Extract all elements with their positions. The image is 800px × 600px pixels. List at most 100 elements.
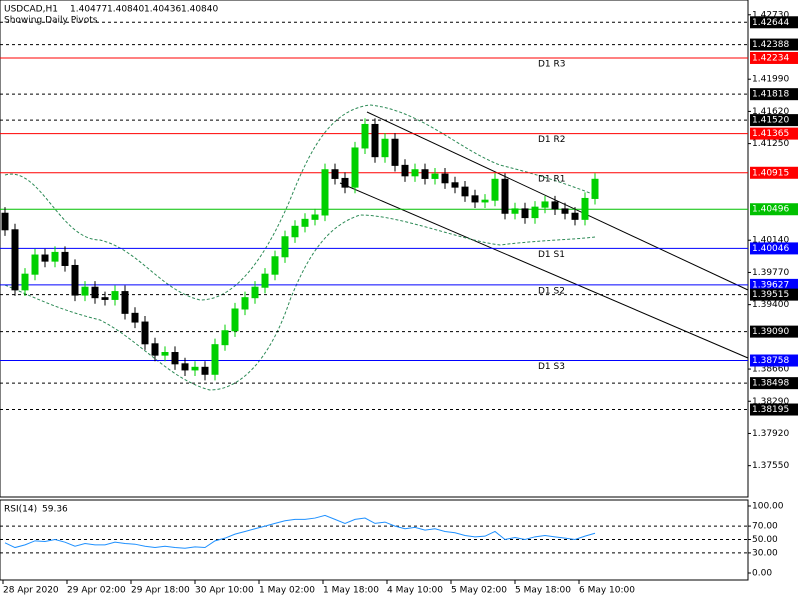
rsi-name: RSI(14) bbox=[4, 505, 37, 515]
price-label: 1.42644 bbox=[752, 18, 789, 28]
y-tick-label: 1.39770 bbox=[752, 268, 789, 278]
price-label-box bbox=[750, 377, 798, 390]
candle-body bbox=[61, 251, 69, 266]
candle-body bbox=[571, 212, 579, 220]
rsi-tick-label: 70.00 bbox=[752, 522, 778, 532]
price-label-box bbox=[750, 51, 798, 64]
candle-body bbox=[471, 195, 479, 203]
price-label-box bbox=[750, 242, 798, 255]
subtitle: Showing Daily Pivots bbox=[4, 16, 98, 26]
price-label: 1.42234 bbox=[752, 53, 789, 63]
price-label: 1.41818 bbox=[752, 90, 789, 100]
x-tick-label: 4 May 10:00 bbox=[387, 586, 443, 596]
price-label-box bbox=[750, 288, 798, 301]
rsi-tick-label: 100.00 bbox=[752, 502, 784, 512]
rsi-line bbox=[4, 514, 596, 549]
price-label: 1.39515 bbox=[752, 290, 789, 300]
candle-body bbox=[361, 123, 369, 149]
y-tick-label: 1.37550 bbox=[752, 461, 789, 471]
x-tick-label: 5 May 18:00 bbox=[515, 586, 571, 596]
rsi-tick-label: 0.00 bbox=[752, 569, 772, 579]
candle-body bbox=[241, 297, 249, 310]
candle-body bbox=[121, 291, 129, 314]
y-tick-label: 1.39400 bbox=[752, 300, 789, 310]
candle-body bbox=[411, 169, 419, 177]
candle-body bbox=[381, 138, 389, 158]
candle-body bbox=[331, 169, 339, 179]
candle-body bbox=[591, 178, 599, 199]
y-tick-label: 1.38290 bbox=[752, 397, 789, 407]
rsi-last: 59.36 bbox=[42, 505, 68, 515]
pivot-name: D1 R3 bbox=[538, 59, 566, 69]
candle-body bbox=[441, 173, 449, 184]
candle-body bbox=[101, 297, 109, 300]
y-tick-label: 1.41620 bbox=[752, 107, 789, 117]
candle-body bbox=[561, 208, 569, 214]
candle-body bbox=[181, 363, 189, 371]
candle-body bbox=[141, 321, 149, 345]
candle-body bbox=[161, 352, 169, 356]
price-label: 1.38498 bbox=[752, 379, 789, 389]
candle-body bbox=[551, 201, 559, 210]
candle-body bbox=[111, 291, 119, 300]
bollinger-band bbox=[4, 214, 596, 391]
x-tick-label: 29 Apr 02:00 bbox=[67, 586, 126, 596]
candle-body bbox=[531, 206, 539, 219]
price-label: 1.40496 bbox=[752, 205, 789, 215]
pivot-name: D1 R1 bbox=[538, 174, 566, 184]
candle-body bbox=[71, 264, 79, 296]
pivot-name: D1 S2 bbox=[538, 286, 565, 296]
price-label-box bbox=[750, 38, 798, 51]
candle-body bbox=[191, 366, 199, 371]
price-label-box bbox=[750, 16, 798, 29]
candle-body bbox=[511, 208, 519, 214]
price-label-box bbox=[750, 325, 798, 338]
candle-body bbox=[541, 201, 549, 208]
x-tick-label: 5 May 02:00 bbox=[451, 586, 507, 596]
candle-body bbox=[431, 173, 439, 179]
rsi-tick-label: 30.00 bbox=[752, 548, 778, 558]
candle-body bbox=[371, 123, 379, 158]
price-label: 1.42388 bbox=[752, 40, 789, 50]
candle-body bbox=[451, 182, 459, 188]
candle-body bbox=[211, 344, 219, 375]
candle-body bbox=[421, 169, 429, 179]
candle-body bbox=[281, 236, 289, 258]
x-tick-label: 1 May 18:00 bbox=[323, 586, 379, 596]
candle-body bbox=[491, 178, 499, 201]
price-label-box bbox=[750, 403, 798, 416]
pivot-name: D1 S3 bbox=[538, 362, 565, 372]
price-label-box bbox=[750, 278, 798, 291]
candle-body bbox=[41, 254, 49, 262]
pivot-name: D1 S1 bbox=[538, 250, 565, 260]
candle-body bbox=[1, 212, 9, 231]
y-tick-label: 1.41250 bbox=[752, 139, 789, 149]
channel-line bbox=[339, 182, 749, 359]
x-tick-label: 30 Apr 10:00 bbox=[195, 586, 254, 596]
x-tick-label: 6 May 10:00 bbox=[579, 586, 635, 596]
price-label: 1.39627 bbox=[752, 280, 789, 290]
pivot-name: D1 R2 bbox=[538, 135, 566, 145]
candle-body bbox=[311, 214, 319, 220]
price-label: 1.39090 bbox=[752, 327, 789, 337]
candle-body bbox=[341, 177, 349, 188]
candle-body bbox=[391, 138, 399, 166]
ohlc-high: 1.40840 bbox=[107, 5, 144, 15]
y-tick-label: 1.41990 bbox=[752, 75, 789, 85]
candle-body bbox=[221, 330, 229, 346]
candle-body bbox=[91, 286, 99, 299]
candle-body bbox=[21, 273, 29, 291]
candle-body bbox=[521, 208, 529, 219]
candle-body bbox=[291, 225, 299, 238]
y-tick-label: 1.38660 bbox=[752, 365, 789, 375]
price-label-box bbox=[750, 354, 798, 367]
x-tick-label: 28 Apr 2020 bbox=[3, 586, 59, 596]
price-label: 1.40915 bbox=[752, 168, 789, 178]
candle-body bbox=[151, 343, 159, 356]
y-tick-label: 1.40140 bbox=[752, 236, 789, 246]
ohlc-low: 1.40436 bbox=[144, 5, 181, 15]
price-label-box bbox=[750, 127, 798, 140]
candle-body bbox=[351, 147, 359, 188]
candle-body bbox=[171, 352, 179, 365]
